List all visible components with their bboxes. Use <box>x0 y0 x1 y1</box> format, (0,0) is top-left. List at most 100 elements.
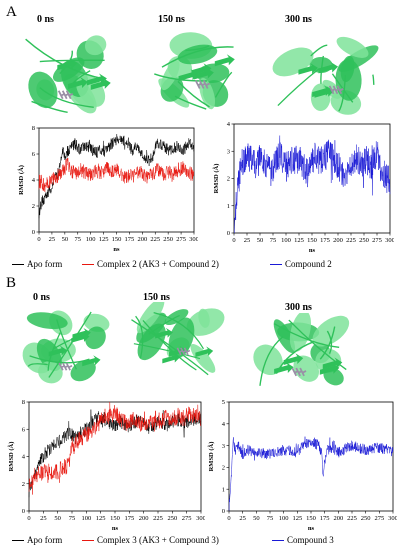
strand-arrow <box>82 355 101 367</box>
x-tick-label: 200 <box>139 515 149 522</box>
chart-rmsd-b-protein: 0 25 50 75 100 125 150 175 200 225 250 275 300 0 2 4 6 8 n… <box>7 399 205 532</box>
x-tick-label: 150 <box>307 237 317 244</box>
x-tick-label: 275 <box>182 515 192 522</box>
loop <box>185 45 210 52</box>
chart-rmsd-a-protein: 0 25 50 75 100 125 150 175 200 225 250 275 300 0 2 4 6 8 n… <box>17 125 198 253</box>
legend-swatch <box>82 540 94 542</box>
x-tick-label: 50 <box>62 236 68 243</box>
strand-arrow <box>155 327 173 339</box>
x-tick-label: 75 <box>270 237 277 244</box>
legend-label: Compound 2 <box>285 259 332 269</box>
loop <box>29 355 90 364</box>
strand-arrow <box>48 345 68 357</box>
x-tick-label: 0 <box>227 515 230 522</box>
legend-label: Apo form <box>27 259 63 269</box>
x-axis-label: ns <box>112 525 119 532</box>
helix-blob <box>70 360 96 382</box>
helix-blob <box>312 315 350 347</box>
protein-structure-b-300ns <box>253 313 350 386</box>
loop <box>47 332 61 371</box>
x-tick-label: 125 <box>96 515 106 522</box>
panel-letter-a: A <box>6 4 17 20</box>
loop <box>153 312 205 350</box>
loop <box>277 67 320 107</box>
x-tick-label: 250 <box>167 515 177 522</box>
x-axis-label: ns <box>113 246 120 253</box>
time-label-a-0: 0 ns <box>37 14 54 25</box>
y-tick-label: 2 <box>222 465 225 472</box>
time-label-b-2: 300 ns <box>285 302 312 313</box>
x-tick-label: 75 <box>75 236 82 243</box>
legend-label: Apo form <box>27 535 63 545</box>
strand-arrow <box>68 77 89 90</box>
y-tick-label: 2 <box>22 481 25 488</box>
strand-arrow <box>274 362 294 374</box>
x-tick-label: 200 <box>333 237 343 244</box>
loop <box>27 363 48 367</box>
protein-ribbon <box>272 36 379 115</box>
y-tick-label: 0 <box>32 229 35 236</box>
loop <box>135 315 144 359</box>
time-label-a-1: 150 ns <box>158 14 185 25</box>
x-tick-label: 50 <box>54 515 61 522</box>
protein-ribbon <box>253 313 350 386</box>
x-tick-label: 100 <box>81 515 91 522</box>
x-tick-label: 275 <box>372 237 382 244</box>
plot-frame <box>233 123 391 234</box>
loop <box>154 73 208 82</box>
x-tick-label: 125 <box>292 515 302 522</box>
y-axis-label: RMSD (Å) <box>17 165 25 195</box>
ligand-bond <box>338 88 344 92</box>
helix-blob <box>85 326 106 350</box>
y-tick-label: 4 <box>22 454 26 461</box>
x-tick-label: 225 <box>346 237 356 244</box>
strand-arrow <box>322 357 343 370</box>
x-tick-label: 175 <box>124 515 134 522</box>
loop <box>48 311 92 378</box>
y-tick-label: 0 <box>22 508 25 515</box>
time-label-a-2: 300 ns <box>285 14 312 25</box>
x-tick-label: 225 <box>347 515 357 522</box>
x-tick-label: 0 <box>37 236 40 243</box>
x-axis-label: ns <box>308 525 315 532</box>
x-tick-label: 75 <box>267 515 274 522</box>
y-tick-label: 3 <box>227 148 230 155</box>
y-tick-label: 6 <box>22 426 26 433</box>
series-line <box>228 436 394 512</box>
strand-arrow <box>191 63 212 76</box>
loop <box>320 55 325 84</box>
loop <box>310 44 328 57</box>
y-tick-label: 0 <box>222 508 225 515</box>
protein-structure-a-300ns <box>272 36 379 115</box>
y-tick-label: 8 <box>22 399 25 406</box>
protein-structure-a-150ns <box>154 32 235 110</box>
y-tick-label: 6 <box>32 151 36 158</box>
x-tick-label: 300 <box>388 515 397 522</box>
legend-item-complex-b: Complex 3 (AK3 + Compound 3) <box>82 535 219 545</box>
loop <box>133 343 201 360</box>
helix-blob <box>273 319 296 354</box>
helix-blob <box>253 344 283 376</box>
x-tick-label: 25 <box>49 236 56 243</box>
loop <box>177 80 210 108</box>
loop <box>39 59 105 63</box>
helix-blob <box>160 60 180 91</box>
y-tick-label: 4 <box>222 421 226 428</box>
strand-arrow <box>318 61 339 74</box>
loop <box>319 326 336 360</box>
x-tick-label: 75 <box>69 515 76 522</box>
x-tick-label: 25 <box>239 515 246 522</box>
strand-arrow <box>314 86 335 98</box>
legend-swatch <box>82 264 94 266</box>
x-tick-label: 25 <box>40 515 47 522</box>
time-label-b-1: 150 ns <box>143 292 170 303</box>
legend-item-apo-a: Apo form <box>12 259 62 269</box>
x-tick-label: 150 <box>306 515 316 522</box>
series-line <box>38 133 195 219</box>
x-tick-label: 50 <box>257 237 264 244</box>
loop <box>331 73 354 103</box>
x-tick-label: 25 <box>244 237 251 244</box>
loop <box>39 87 94 109</box>
x-tick-label: 250 <box>359 237 369 244</box>
loop <box>214 71 233 98</box>
